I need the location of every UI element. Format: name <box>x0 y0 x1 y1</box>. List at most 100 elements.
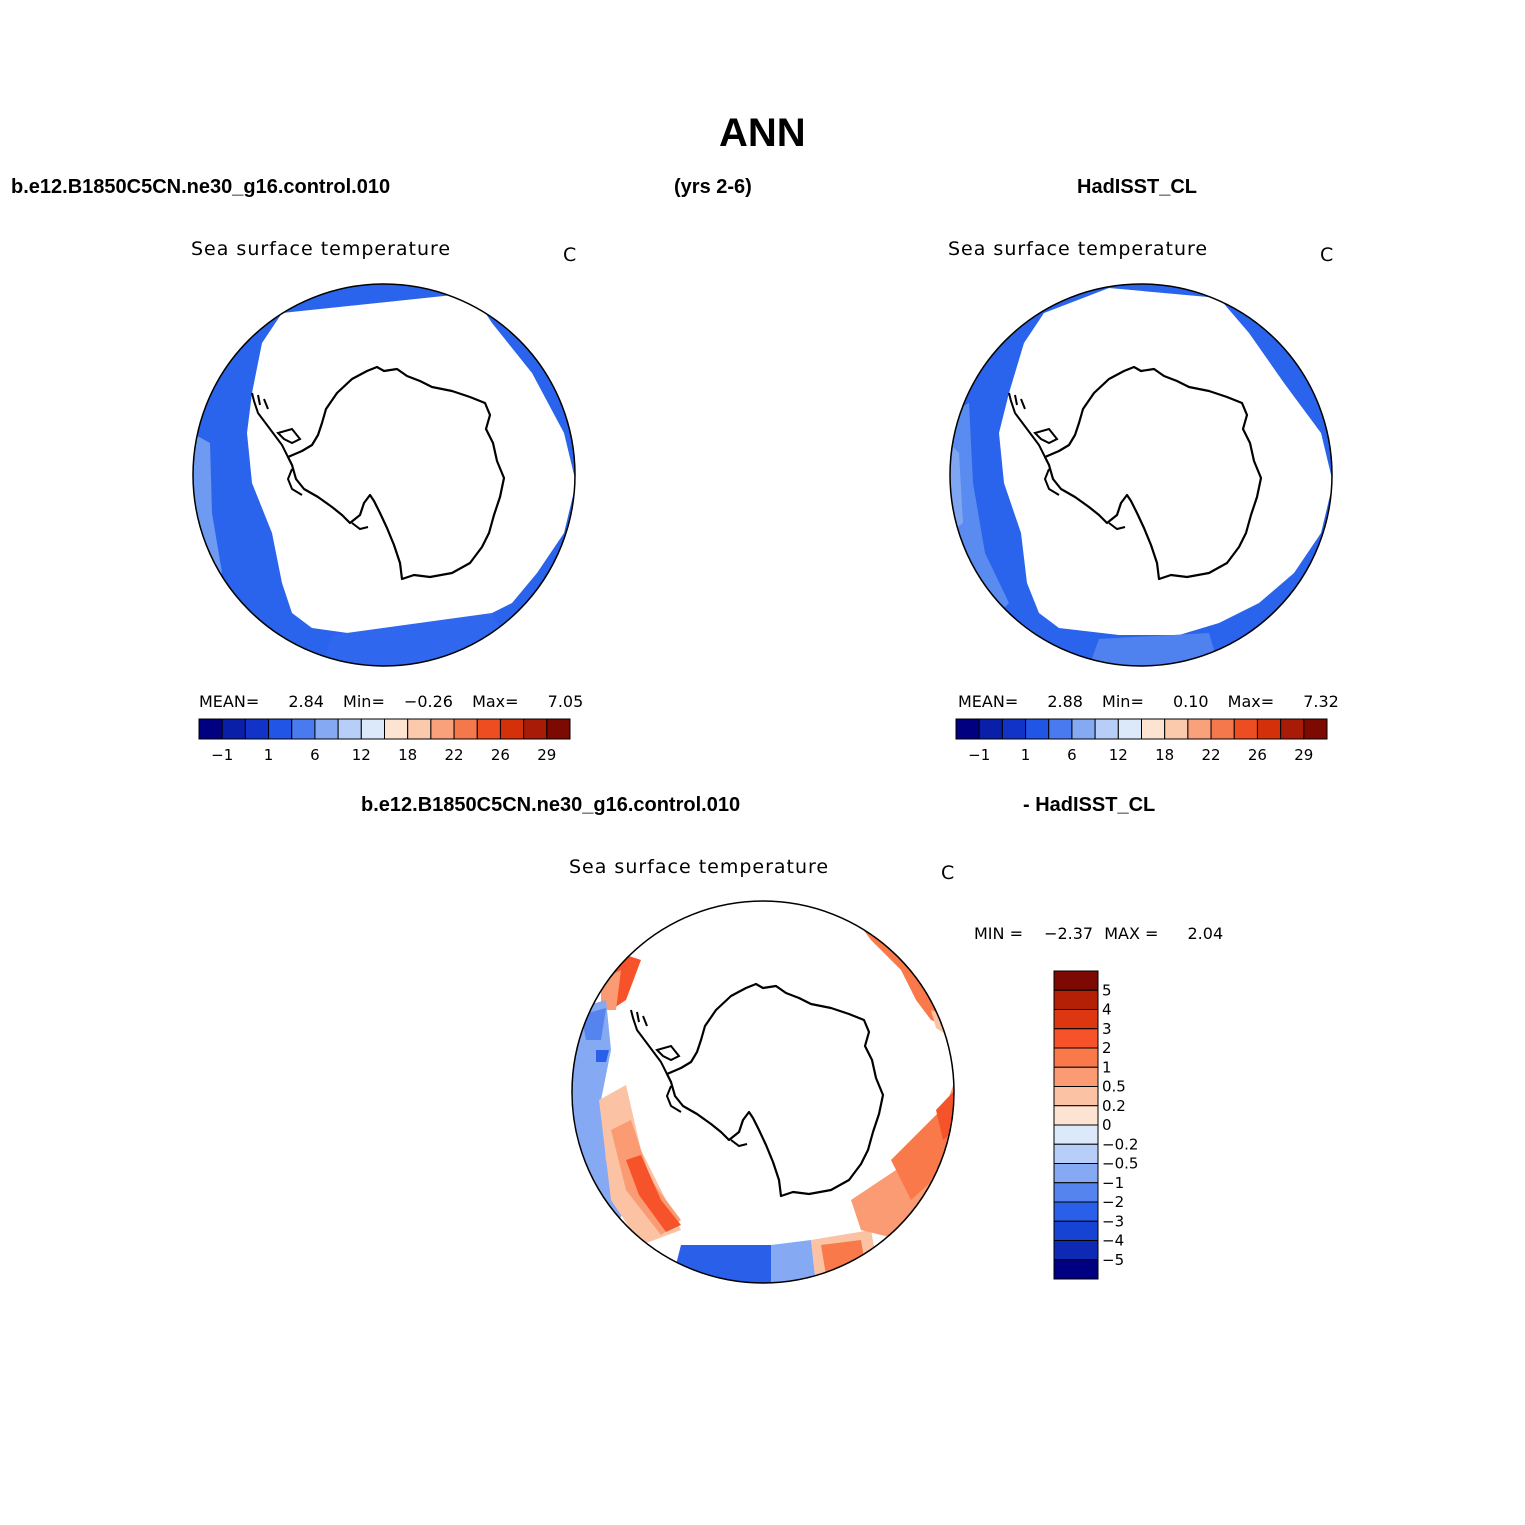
obs-colorbar-tick-label: 6 <box>1067 746 1077 764</box>
model-colorbar-swatch <box>430 718 455 740</box>
obs-min-value: 0.10 <box>1172 692 1209 711</box>
diff-colorbar-tick-label: −0.5 <box>1102 1155 1138 1173</box>
diff-colorbar-swatch <box>1053 1201 1099 1222</box>
model-min-value: −0.26 <box>403 692 453 711</box>
model-colorbar-swatch <box>546 718 571 740</box>
model-stats: MEAN= 2.84 Min= −0.26 Max= 7.05 <box>199 692 583 711</box>
obs-colorbar-swatch <box>1025 718 1050 740</box>
obs-colorbar-swatch <box>1094 718 1119 740</box>
diff-colorbar-tick-label: 2 <box>1102 1039 1112 1057</box>
model-colorbar-tick-label: −1 <box>211 746 233 764</box>
obs-mean-label: MEAN= <box>958 692 1019 711</box>
model-colorbar-tick-label: 12 <box>352 746 371 764</box>
model-colorbar-swatch <box>291 718 316 740</box>
diff-case-name-header: b.e12.B1850C5CN.ne30_g16.control.010 <box>361 794 741 816</box>
model-colorbar-tick-label: 29 <box>537 746 556 764</box>
model-colorbar-swatch <box>523 718 548 740</box>
model-colorbar-swatch <box>198 718 223 740</box>
diff-colorbar-tick-label: −3 <box>1102 1212 1124 1230</box>
obs-colorbar-swatch <box>1001 718 1027 740</box>
obs-mean-value: 2.88 <box>1047 692 1083 711</box>
model-max-label: Max= <box>472 692 519 711</box>
diff-colorbar-swatch <box>1053 1086 1099 1107</box>
model-colorbar-swatch <box>476 718 501 740</box>
diff-colorbar-tick-label: −5 <box>1102 1251 1124 1269</box>
diff-colorbar-tick-label: −0.2 <box>1102 1135 1138 1153</box>
main-title: ANN <box>719 111 806 155</box>
model-max-value: 7.05 <box>547 692 584 711</box>
diff-min-value: −2.37 <box>1044 924 1094 943</box>
obs-colorbar-swatch <box>1164 718 1189 740</box>
obs-colorbar-tick-label: 29 <box>1294 746 1313 764</box>
diff-colorbar-swatch <box>1053 1163 1099 1184</box>
diff-colorbar-tick-label: −4 <box>1102 1232 1124 1250</box>
diff-colorbar-swatch <box>1053 1143 1099 1164</box>
obs-colorbar-tick-label: 12 <box>1109 746 1128 764</box>
model-colorbar-swatch <box>499 718 525 740</box>
diff-colorbar-swatch <box>1053 1028 1099 1049</box>
model-colorbar-tick-label: 22 <box>445 746 464 764</box>
diff-colorbar-swatch <box>1053 1105 1099 1126</box>
diff-colorbar-swatch <box>1053 1009 1099 1030</box>
diff-colorbar-swatch <box>1053 1047 1099 1068</box>
obs-colorbar-swatch <box>1187 718 1212 740</box>
diff-colorbar-tick-label: −2 <box>1102 1193 1124 1211</box>
model-colorbar-swatch <box>314 718 339 740</box>
model-colorbar-swatch <box>407 718 432 740</box>
obs-colorbar-tick-label: 1 <box>1021 746 1031 764</box>
obs-colorbar-swatch <box>1303 718 1328 740</box>
model-plot-title: Sea surface temperature <box>191 238 452 260</box>
obs-min-label: Min= <box>1102 692 1144 711</box>
diff-colorbar-swatch <box>1053 989 1099 1010</box>
diff-colorbar-swatch <box>1053 1124 1099 1145</box>
diff-colorbar-tick-label: 0 <box>1102 1116 1112 1134</box>
obs-polar-map <box>949 283 1333 667</box>
diff-stats: MIN = −2.37 MAX = 2.04 <box>974 924 1223 943</box>
diff-colorbar-swatch <box>1053 1182 1099 1203</box>
obs-plot-title: Sea surface temperature <box>948 238 1209 260</box>
diff-colorbar-tick-label: 1 <box>1102 1058 1112 1076</box>
obs-max-label: Max= <box>1227 692 1275 711</box>
diff-units: C <box>941 862 955 884</box>
model-colorbar-swatch <box>360 718 385 740</box>
model-colorbar: −1 1 6 12 18 22 26 29 <box>198 718 571 764</box>
diff-colorbar-tick-label: 0.2 <box>1102 1097 1126 1115</box>
diff-colorbar-swatch <box>1053 1066 1099 1087</box>
diff-obs-name-header: - HadISST_CL <box>1023 794 1156 816</box>
model-colorbar-swatch <box>268 718 293 740</box>
obs-colorbar-tick-label: 22 <box>1202 746 1221 764</box>
obs-colorbar-swatch <box>1071 718 1096 740</box>
model-mean-value: 2.84 <box>288 692 324 711</box>
obs-colorbar-swatch <box>1256 718 1282 740</box>
obs-colorbar-swatch <box>1141 718 1166 740</box>
diff-polar-map <box>571 900 955 1284</box>
obs-colorbar-swatch <box>978 718 1003 740</box>
model-colorbar-swatch <box>453 718 478 740</box>
obs-colorbar-swatch <box>1210 718 1235 740</box>
obs-colorbar-swatch <box>1233 718 1258 740</box>
diff-max-label: MAX = <box>1104 924 1159 943</box>
model-colorbar-tick-label: 18 <box>398 746 417 764</box>
obs-name-header: HadISST_CL <box>1077 176 1198 198</box>
diff-colorbar-tick-label: 5 <box>1102 981 1112 999</box>
diff-max-value: 2.04 <box>1187 924 1224 943</box>
model-colorbar-swatch <box>384 718 409 740</box>
obs-colorbar-swatch <box>1048 718 1073 740</box>
years-header: (yrs 2-6) <box>674 176 752 198</box>
diff-colorbar-swatch <box>1053 1240 1099 1261</box>
model-colorbar-tick-label: 26 <box>491 746 510 764</box>
diff-colorbar-tick-label: 3 <box>1102 1020 1112 1038</box>
model-colorbar-tick-label: 6 <box>310 746 320 764</box>
model-colorbar-swatch <box>337 718 362 740</box>
diff-colorbar-swatch <box>1053 1220 1099 1241</box>
model-colorbar-swatch <box>244 718 270 740</box>
diff-min-label: MIN = <box>974 924 1023 943</box>
obs-max-value: 7.32 <box>1303 692 1339 711</box>
diff-colorbar-swatch <box>1053 970 1099 991</box>
obs-stats: MEAN= 2.88 Min= 0.10 Max= 7.32 <box>958 692 1339 711</box>
model-colorbar-swatch <box>221 718 246 740</box>
obs-colorbar-tick-label: 26 <box>1248 746 1267 764</box>
obs-colorbar-tick-label: −1 <box>968 746 990 764</box>
model-mean-label: MEAN= <box>199 692 260 711</box>
